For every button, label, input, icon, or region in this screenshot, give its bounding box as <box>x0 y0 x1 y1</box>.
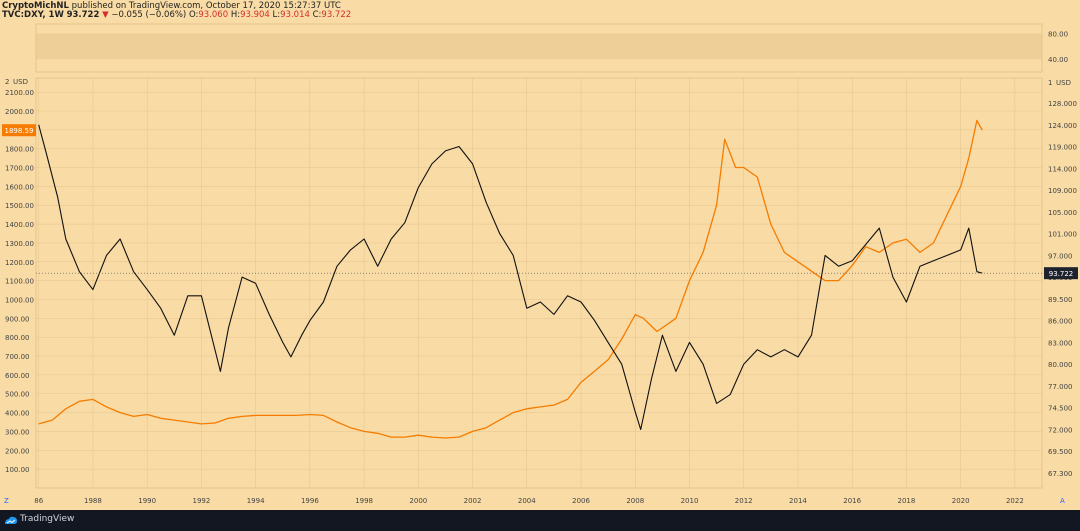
tradingview-logo-icon[interactable] <box>4 515 18 525</box>
dxy-last-badge <box>1044 267 1078 280</box>
x-tick-label: 1998 <box>355 497 373 505</box>
right-tick-label: 86.000 <box>1048 318 1073 326</box>
publish-line: CryptoMichNL published on TradingView.co… <box>2 1 341 11</box>
oscillator-band <box>36 33 1042 60</box>
left-axis-min-label: 2 <box>5 78 9 86</box>
chart-svg[interactable]: 80.00 40.00 86 1988 1990 1992 1994 1996 1998 200… <box>0 0 1080 510</box>
right-tick-label: 83.000 <box>1048 339 1073 347</box>
x-tick-label: 1988 <box>84 497 102 505</box>
right-axis-unit: USD <box>1056 79 1071 87</box>
gold-last-value: 1898.59 <box>5 127 34 135</box>
right-scale-marker[interactable]: A <box>1060 497 1065 505</box>
left-tick-label: 1500.00 <box>5 202 34 210</box>
high-label: H: <box>230 10 241 20</box>
dxy-last-value: 93.722 <box>1049 270 1074 278</box>
x-tick-label: 1990 <box>138 497 156 505</box>
right-tick-label: 101.000 <box>1048 231 1077 239</box>
tradingview-brand[interactable]: TradingView <box>20 514 75 524</box>
left-scale-marker[interactable]: Z <box>4 497 9 505</box>
publish-info: published on TradingView.com, October 17… <box>71 1 341 11</box>
x-tick-label: 2014 <box>789 497 807 505</box>
right-tick-label: 69.500 <box>1048 448 1073 456</box>
x-tick-label: 2022 <box>1006 497 1024 505</box>
left-tick-label: 100.00 <box>5 466 30 474</box>
right-tick-label: 89.500 <box>1048 296 1073 304</box>
x-tick-label: 2002 <box>464 497 482 505</box>
left-tick-label: 1700.00 <box>5 165 34 173</box>
down-arrow-icon: ▼ <box>102 10 109 20</box>
left-tick-label: 1200.00 <box>5 259 34 267</box>
left-tick-label: 1300.00 <box>5 240 34 248</box>
left-tick-label: 700.00 <box>5 353 30 361</box>
right-tick-label: 114.000 <box>1048 165 1077 173</box>
x-tick-label: 2012 <box>735 497 753 505</box>
chart-header: CryptoMichNL published on TradingView.co… <box>0 0 1080 20</box>
right-tick-label: 105.000 <box>1048 209 1077 217</box>
right-tick-label: 80.000 <box>1048 361 1073 369</box>
x-tick-label: 2018 <box>898 497 916 505</box>
footer-bar: TradingView <box>0 510 1080 531</box>
symbol-label[interactable]: TVC:DXY, 1W <box>2 10 64 20</box>
close-label: C: <box>312 10 322 20</box>
x-tick-label: 2016 <box>843 497 861 505</box>
oscillator-tick-label: 80.00 <box>1048 31 1068 39</box>
left-tick-label: 300.00 <box>5 428 30 436</box>
main-price-panel: 86 1988 1990 1992 1994 1996 1998 2000 2002 2004 20… <box>2 77 1078 505</box>
price-change: −0.055 (−0.06%) <box>111 10 187 20</box>
close-value: 93.722 <box>321 10 352 20</box>
right-tick-label: 124.000 <box>1048 122 1077 130</box>
x-tick-label: 2000 <box>409 497 427 505</box>
left-tick-label: 1800.00 <box>5 146 34 154</box>
x-tick-label: 86 <box>34 497 43 505</box>
dxy-price-line <box>38 124 983 431</box>
x-tick-label: 2020 <box>952 497 970 505</box>
right-tick-label: 74.500 <box>1048 405 1073 413</box>
left-tick-label: 1400.00 <box>5 221 34 229</box>
x-tick-label: 2004 <box>518 497 536 505</box>
right-tick-label: 72.000 <box>1048 426 1073 434</box>
low-value: 93.014 <box>280 10 310 20</box>
x-tick-label: 2006 <box>572 497 590 505</box>
main-frame <box>35 77 1043 489</box>
symbol-line: TVC:DXY, 1W 93.722 ▼ −0.055 (−0.06%) O:9… <box>2 10 351 20</box>
x-tick-label: 1992 <box>192 497 210 505</box>
left-tick-label: 500.00 <box>5 391 30 399</box>
x-tick-label: 2010 <box>681 497 699 505</box>
x-tick-label: 1994 <box>247 497 265 505</box>
left-tick-label: 1600.00 <box>5 183 34 191</box>
left-tick-label: 1100.00 <box>5 278 34 286</box>
right-tick-label: 128.000 <box>1048 100 1077 108</box>
left-tick-label: 900.00 <box>5 315 30 323</box>
left-tick-label: 800.00 <box>5 334 30 342</box>
right-tick-label: 97.000 <box>1048 252 1073 260</box>
open-value: 93.060 <box>198 10 229 20</box>
left-tick-label: 400.00 <box>5 410 30 418</box>
oscillator-panel: 80.00 40.00 <box>35 23 1068 73</box>
gold-price-line <box>38 119 983 439</box>
right-tick-label: 109.000 <box>1048 187 1077 195</box>
right-tick-label: 67.300 <box>1048 470 1073 478</box>
right-tick-label: 77.000 <box>1048 383 1073 391</box>
x-tick-label: 1996 <box>301 497 319 505</box>
gold-last-badge <box>2 124 36 137</box>
x-tick-label: 2008 <box>626 497 644 505</box>
open-label: O: <box>188 10 199 20</box>
high-value: 93.904 <box>240 10 270 20</box>
right-axis-min-label: 1 <box>1048 79 1052 87</box>
left-tick-label: 1000.00 <box>5 296 34 304</box>
low-label: L: <box>272 10 281 20</box>
left-tick-label: 2100.00 <box>5 89 34 97</box>
left-axis-unit: USD <box>13 78 28 86</box>
last-price: 93.722 <box>66 10 100 20</box>
author-name[interactable]: CryptoMichNL <box>2 1 69 11</box>
left-tick-label: 200.00 <box>5 447 30 455</box>
left-tick-label: 600.00 <box>5 372 30 380</box>
right-tick-label: 119.000 <box>1048 144 1077 152</box>
oscillator-tick-label: 40.00 <box>1048 56 1068 64</box>
left-tick-label: 2000.00 <box>5 108 34 116</box>
